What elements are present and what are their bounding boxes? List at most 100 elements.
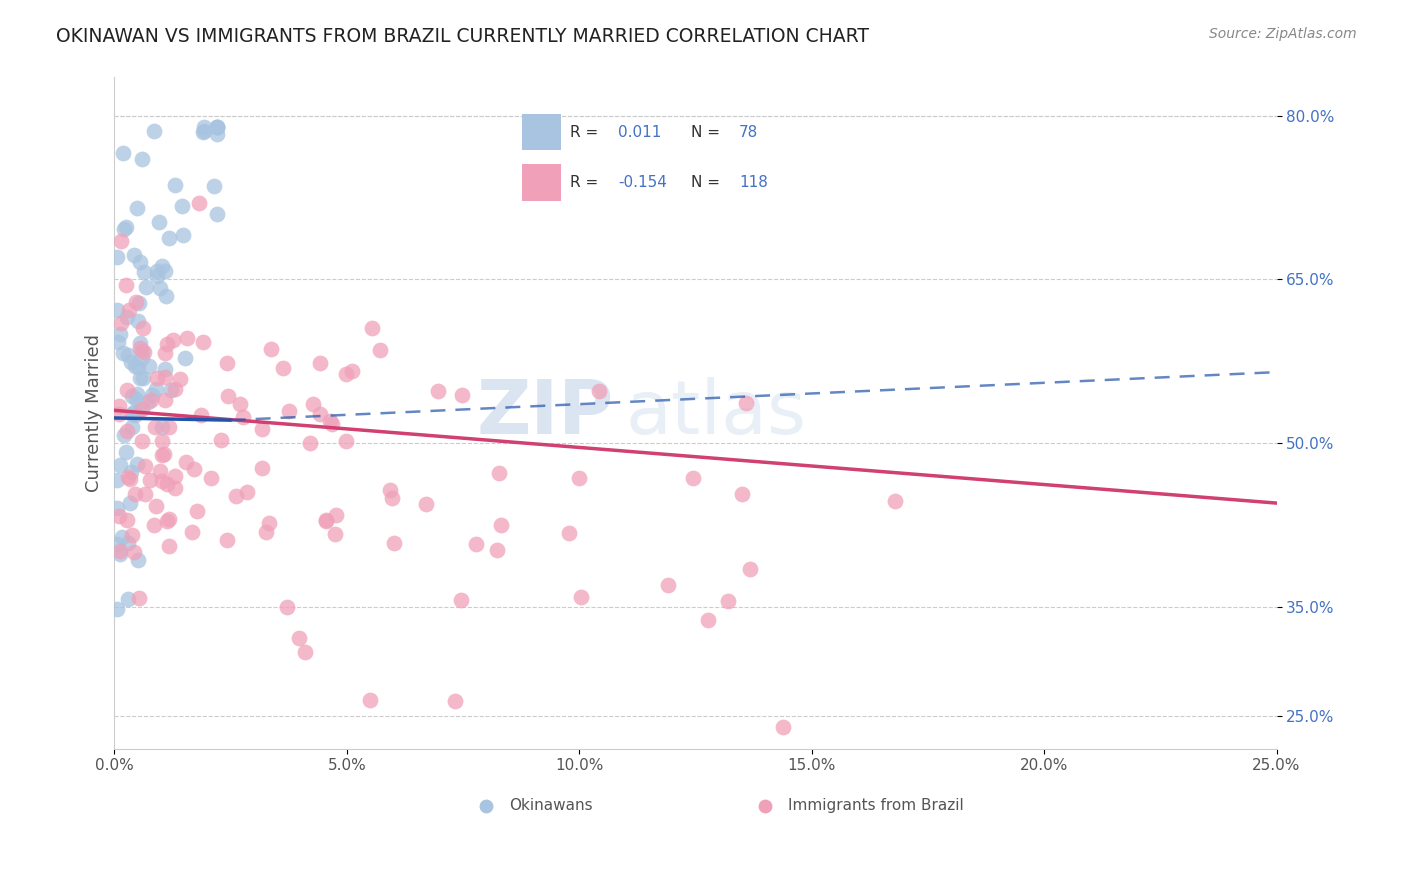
Point — [260, 343, 283, 357]
Point — [187, 196, 209, 211]
Point — [136, 395, 159, 409]
Point — [150, 474, 173, 488]
Point — [115, 220, 138, 235]
Point — [278, 404, 301, 418]
Point — [124, 487, 146, 501]
Point — [128, 254, 150, 268]
Point — [149, 281, 172, 295]
Point — [558, 526, 581, 541]
Point — [134, 459, 156, 474]
Point — [276, 599, 298, 614]
Point — [271, 361, 294, 376]
Point — [697, 613, 720, 627]
Point — [115, 310, 138, 325]
Point — [335, 434, 357, 449]
Point — [309, 356, 332, 370]
Point — [315, 514, 337, 528]
Point — [122, 545, 145, 559]
Point — [120, 355, 142, 369]
Point — [488, 467, 510, 481]
Point — [450, 593, 472, 607]
Point — [143, 124, 166, 138]
Point — [217, 389, 239, 403]
Point — [368, 343, 391, 357]
Point — [193, 120, 215, 134]
Point — [325, 508, 347, 522]
Point — [125, 392, 148, 406]
Point — [465, 537, 488, 551]
Point — [127, 359, 149, 374]
Point — [883, 494, 905, 508]
Point — [110, 234, 132, 248]
Point — [124, 359, 146, 373]
Point — [150, 419, 173, 434]
Point — [131, 344, 153, 359]
Point — [117, 535, 139, 549]
Text: ZIP: ZIP — [477, 376, 614, 450]
Point — [118, 303, 141, 318]
Point — [156, 337, 179, 351]
Point — [105, 473, 128, 487]
Point — [682, 471, 704, 485]
Point — [155, 289, 177, 303]
Point — [153, 447, 176, 461]
Point — [172, 199, 194, 213]
Point — [190, 408, 212, 422]
Point — [129, 341, 152, 355]
Point — [115, 383, 138, 397]
Point — [378, 483, 401, 497]
Point — [128, 591, 150, 605]
Point — [141, 393, 163, 408]
Point — [117, 591, 139, 606]
Point — [153, 264, 176, 278]
Point — [148, 214, 170, 228]
Point — [740, 562, 762, 576]
Point — [155, 476, 177, 491]
Point — [588, 384, 610, 399]
Point — [112, 222, 135, 236]
Point — [128, 296, 150, 310]
Point — [335, 368, 357, 382]
Point — [121, 407, 143, 421]
Point — [163, 481, 186, 495]
Point — [145, 499, 167, 513]
Point — [145, 371, 167, 385]
Point — [153, 346, 176, 360]
Point — [298, 436, 321, 450]
Point — [415, 497, 437, 511]
Point — [319, 414, 342, 428]
Point — [143, 419, 166, 434]
Point — [108, 407, 131, 421]
Point — [132, 371, 155, 385]
Point — [138, 359, 160, 373]
Point — [131, 351, 153, 366]
Point — [150, 260, 173, 274]
Point — [186, 504, 208, 518]
Point — [117, 513, 139, 527]
Point — [657, 577, 679, 591]
Point — [117, 424, 139, 438]
Point — [157, 231, 180, 245]
Point — [145, 382, 167, 396]
Text: Source: ZipAtlas.com: Source: ZipAtlas.com — [1209, 27, 1357, 41]
Point — [180, 525, 202, 540]
Point — [115, 445, 138, 459]
Point — [451, 387, 474, 401]
Point — [135, 279, 157, 293]
Point — [142, 518, 165, 533]
Point — [129, 335, 152, 350]
Point — [117, 348, 139, 362]
Point — [131, 402, 153, 417]
Point — [127, 314, 149, 328]
Point — [125, 201, 148, 215]
Point — [105, 601, 128, 615]
Point — [105, 500, 128, 515]
Point — [108, 326, 131, 341]
Point — [145, 268, 167, 283]
Point — [110, 316, 132, 330]
Point — [172, 227, 194, 242]
Point — [294, 645, 316, 659]
Point — [132, 321, 155, 335]
Point — [139, 473, 162, 487]
Point — [146, 264, 169, 278]
